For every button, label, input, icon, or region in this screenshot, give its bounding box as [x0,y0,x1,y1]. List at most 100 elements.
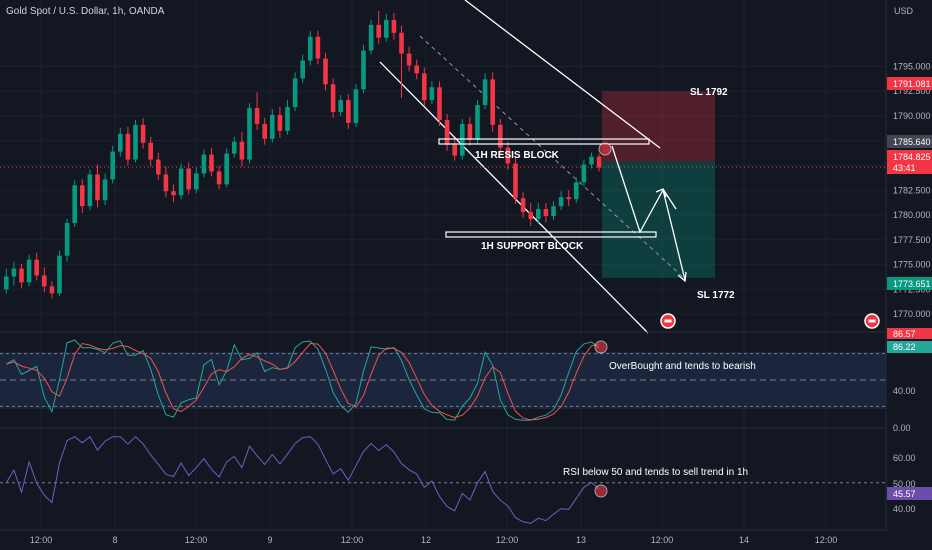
candle-body [384,19,389,38]
candle-body [467,123,473,140]
candlesticks [4,10,602,299]
candle-body [239,141,245,160]
candle-body [368,24,374,51]
red-level-badge [887,77,932,90]
time-axis[interactable]: 12:00 8 12:00 9 12:00 12 12:00 13 12:00 14 12:00 [30,535,838,545]
price-tick-label: 1775.000 [893,260,931,270]
candle-body [80,185,85,207]
candle-body [4,276,9,290]
candle-body [422,73,427,101]
price-tick-label: 1792.500 [893,86,931,96]
candle-body [330,84,336,113]
candle-body [42,275,47,287]
time-tick-label: 9 [267,535,272,545]
candle-body [262,123,267,139]
rsi-note: RSI below 50 and tends to sell trend in … [563,467,748,478]
candle-body [558,197,564,207]
candle-body [125,133,131,160]
candle-body [148,142,153,160]
candle-body [536,209,541,220]
green-level-badge [887,277,932,290]
candle-body [437,87,442,120]
time-tick-label: 12:00 [496,535,519,545]
candle-body [201,154,207,174]
candle-body [57,255,62,294]
time-tick-label: 12:00 [185,535,208,545]
candle-body [498,124,503,148]
candle-body [376,24,381,38]
stop-loss-zone [602,91,715,162]
last-price-badge [887,150,932,174]
candle-body [581,164,587,183]
candle-body [232,141,237,154]
candle-body [270,114,275,139]
candle-body [399,32,404,54]
sl-top-label: SL 1792 [690,87,728,98]
time-tick-label: 8 [112,535,117,545]
time-tick-label: 12:00 [651,535,674,545]
candle-body [338,100,343,113]
candle-body [277,114,283,131]
time-tick-label: 12:00 [30,535,53,545]
candle-body [444,119,450,145]
price-tick-label: 1790.000 [893,111,931,121]
candle-body [589,156,594,165]
rsi-value-badge [887,487,932,500]
stoch-k-value: 86.22 [893,342,916,352]
candle-body [171,191,176,196]
candle-body [110,151,115,180]
candle-body [300,60,305,79]
candle-body [551,206,556,217]
rsi-circle [594,484,608,498]
time-tick-label: 12:00 [341,535,364,545]
candle-body [292,78,298,108]
candle-body [49,286,55,294]
candle-body [528,212,533,220]
stoch-tick-0: 0.00 [893,423,911,433]
support-block-rect [445,231,657,238]
candle-body [140,124,146,143]
candle-body [118,133,123,152]
time-tick-label: 14 [739,535,749,545]
price-tick-label: 1795.000 [893,61,931,71]
time-tick-label: 12 [421,535,431,545]
candle-body [95,174,100,201]
candle-body [505,147,511,164]
stoch-k-badge [887,341,932,353]
candle-body [64,222,70,256]
stoch-d-line [6,342,600,421]
candle-body [490,79,495,125]
rsi-tick-50: 50.00 [893,479,916,489]
resis-block-rect [438,138,650,145]
candle-body [285,107,290,131]
stoch-d-badge [887,328,932,339]
candle-body [475,105,480,140]
candle-body [186,168,191,190]
stochastic-pane [0,339,886,421]
candle-body [19,268,24,283]
candle-body [308,36,313,61]
rsi-line [5,435,600,524]
candle-body [34,259,39,276]
candle-body [513,163,518,199]
green-level-value: 1773.651 [893,279,931,289]
resis-block-label: 1H RESIS BLOCK [475,150,560,161]
candle-body [26,259,32,283]
candle-body [482,79,488,106]
candle-body [163,174,169,192]
price-tick-label: 1780.000 [893,210,931,220]
support-block-label: 1H SUPPORT BLOCK [481,241,584,252]
time-tick-label: 13 [576,535,586,545]
sl-bottom-label: SL 1772 [697,290,735,301]
rsi-tick-40: 40.00 [893,504,916,514]
projection-tail [662,188,677,210]
candle-body [543,209,549,217]
candle-body [406,53,412,66]
candle-body [315,36,321,59]
candle-body [414,65,419,74]
candle-body [323,58,328,85]
channel-upper-line [464,0,661,149]
candle-body [194,173,199,190]
